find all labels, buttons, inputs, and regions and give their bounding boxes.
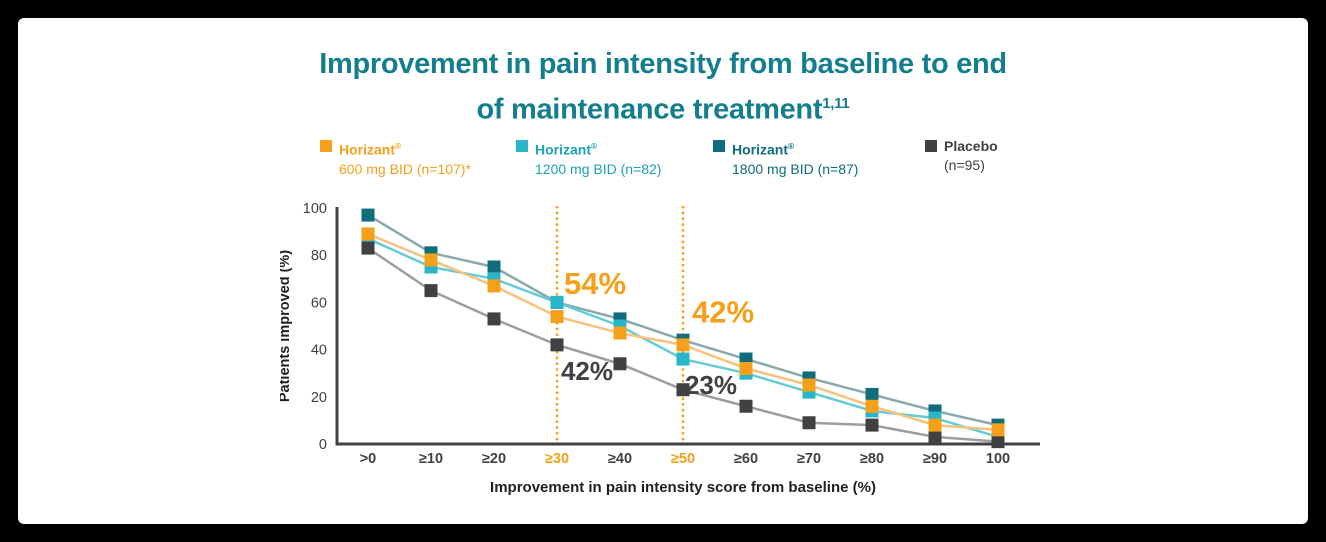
y-tick-label: 0 <box>319 437 327 453</box>
x-tick-label: ≥30 <box>545 451 569 467</box>
annotation-value: 23% <box>685 370 737 400</box>
x-tick-label: ≥60 <box>734 451 758 467</box>
series-marker <box>928 418 942 432</box>
chart-panel: Improvement in pain intensity from basel… <box>18 18 1308 524</box>
series-marker <box>550 310 564 324</box>
legend-swatch-icon <box>925 140 937 152</box>
series-marker <box>865 399 879 413</box>
x-tick-label: ≥20 <box>482 451 506 467</box>
y-axis-title: Patients improved (%) <box>280 250 293 402</box>
series-marker <box>991 435 1005 449</box>
legend-label: Horizant® <box>339 141 402 158</box>
series-marker <box>361 241 375 255</box>
x-tick-label: ≥80 <box>860 451 884 467</box>
series-marker <box>865 387 879 401</box>
series-line <box>367 232 999 432</box>
chart-svg: 0 20 40 60 80 100 >0 ≥10 ≥20 ≥30 ≥40 ≥50 ≥60 ≥70 ≥80 ≥9… <box>277 201 1040 496</box>
legend-label: Placebo <box>944 138 998 154</box>
legend-text: Placebo (n=95) <box>944 137 998 175</box>
series-marker <box>361 208 375 222</box>
y-tick-label: 80 <box>311 248 327 264</box>
legend-sublabel: 1800 mg BID (n=87) <box>732 160 859 177</box>
legend-text: Horizant® 1200 mg BID (n=82) <box>535 137 661 179</box>
series-marker <box>802 416 816 430</box>
legend-item: Horizant® 1200 mg BID (n=82) <box>516 137 661 179</box>
chart-title: Improvement in pain intensity from basel… <box>18 18 1308 130</box>
series-marker <box>487 312 501 326</box>
legend-label: Horizant® <box>535 141 598 158</box>
series-marker <box>424 253 438 267</box>
legend-text: Horizant® 600 mg BID (n=107)* <box>339 137 471 179</box>
series-marker <box>361 227 375 241</box>
chart-title-line1: Improvement in pain intensity from basel… <box>319 48 1007 80</box>
chart-title-references: 1,11 <box>822 95 850 112</box>
legend-text: Horizant® 1800 mg BID (n=87) <box>732 137 858 179</box>
legend-sublabel: (n=95) <box>944 157 985 173</box>
series-marker <box>676 352 690 366</box>
legend-sublabel: 1200 mg BID (n=82) <box>535 160 662 177</box>
line-chart: 0 20 40 60 80 100 >0 ≥10 ≥20 ≥30 ≥40 ≥50 ≥60 ≥70 ≥80 ≥9… <box>277 195 1070 515</box>
y-tick-label: 40 <box>311 343 327 359</box>
x-tick-label: ≥90 <box>923 451 947 467</box>
series-marker <box>676 383 690 397</box>
series-marker <box>613 357 627 371</box>
annotation-value: 42% <box>561 356 613 386</box>
legend-swatch-icon <box>320 140 332 152</box>
y-tick-label: 100 <box>303 201 327 217</box>
legend-item: Placebo (n=95) <box>925 137 998 175</box>
y-tick-label: 60 <box>311 295 327 311</box>
series-marker <box>928 430 942 444</box>
series-marker <box>550 338 564 352</box>
series-marker <box>865 418 879 432</box>
series-marker <box>613 326 627 340</box>
series-marker <box>991 423 1005 437</box>
legend-swatch-icon <box>516 140 528 152</box>
series-marker <box>676 338 690 352</box>
legend-item: Horizant® 1800 mg BID (n=87) <box>713 137 858 179</box>
legend-swatch-icon <box>713 140 725 152</box>
x-tick-label: >0 <box>360 451 377 467</box>
series-marker <box>550 295 564 309</box>
series-marker <box>739 399 753 413</box>
annotation-value: 42% <box>692 294 754 329</box>
x-tick-label: ≥10 <box>419 451 443 467</box>
series-marker <box>424 284 438 298</box>
chart-title-line2: of maintenance treatment <box>476 93 823 126</box>
legend-sublabel: 600 mg BID (n=107)* <box>339 160 471 177</box>
annotation-value: 54% <box>564 266 626 301</box>
x-tick-label: ≥40 <box>608 451 632 467</box>
series-marker <box>739 361 753 375</box>
series-marker <box>487 260 501 274</box>
x-tick-label: ≥70 <box>797 451 821 467</box>
x-tick-label: 100 <box>986 451 1010 467</box>
legend-item: Horizant® 600 mg BID (n=107)* <box>320 137 471 179</box>
y-tick-label: 20 <box>311 390 327 406</box>
x-tick-label: ≥50 <box>671 451 695 467</box>
x-axis-title: Improvement in pain intensity score from… <box>490 479 876 496</box>
series-marker <box>802 378 816 392</box>
series-marker <box>487 279 501 293</box>
legend-label: Horizant® <box>732 141 795 158</box>
